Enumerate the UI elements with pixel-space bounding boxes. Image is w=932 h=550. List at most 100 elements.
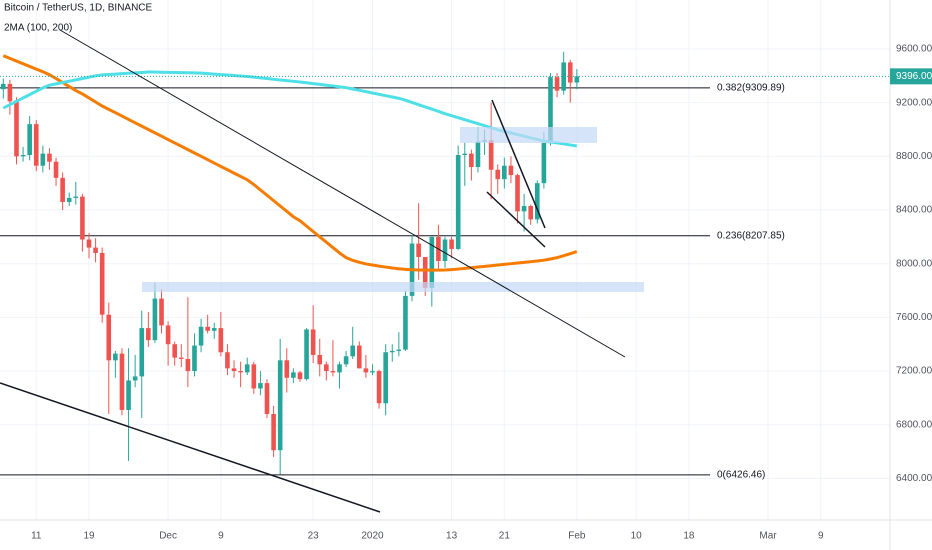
candle-body (119, 353, 125, 410)
y-tick-label: 9600.00 (896, 44, 932, 55)
candle-body (317, 354, 323, 365)
y-tick-label: 7600.00 (896, 312, 932, 323)
candle-body (284, 360, 290, 378)
candle-body (561, 62, 566, 91)
candle-body (211, 328, 217, 331)
candle-body (47, 153, 52, 162)
candle-body (376, 371, 382, 404)
candle-body (455, 154, 461, 249)
candle-body (310, 329, 316, 355)
candle-body (20, 154, 26, 157)
y-tick-label: 9200.00 (896, 97, 932, 108)
zone (142, 282, 644, 292)
indicator-label: 2MA (100, 200) (4, 23, 72, 34)
candle-body (73, 196, 79, 198)
wedge-line (486, 191, 546, 248)
candle-body (541, 142, 547, 184)
candle-body (66, 197, 72, 202)
candle-body (534, 183, 540, 220)
candle-body (363, 368, 369, 373)
y-tick-label: 8400.00 (896, 205, 932, 216)
trendline (0, 382, 381, 513)
y-tick-label: 8000.00 (896, 258, 932, 269)
candle-body (14, 101, 19, 157)
trendline (59, 29, 626, 358)
candle-body (324, 364, 329, 372)
candle-body (330, 371, 336, 373)
x-tick-label: Feb (568, 531, 586, 542)
candle-body (343, 356, 349, 365)
last-price-label: 9396.00 (896, 71, 932, 82)
y-tick-label: 6400.00 (896, 473, 932, 484)
fib-level-label: 0.382(9309.89) (717, 83, 785, 94)
candle-body (93, 247, 98, 253)
candle-body (159, 298, 164, 326)
grid (0, 0, 890, 520)
x-tick-label: 9 (218, 531, 224, 542)
zone (460, 127, 597, 143)
candle-body (469, 153, 474, 168)
candle-body (60, 177, 65, 202)
candle-body (106, 314, 112, 361)
axes: 6400.00 6800.00 7200.00 7600.00 8000.00 8400.… (31, 44, 932, 542)
plot: 0.382(9309.89) 0.236(8207.85) 0(6426.46) (0, 51, 890, 480)
candle-body (291, 372, 296, 378)
candle-body (0, 83, 6, 90)
moving-average (2, 54, 578, 272)
x-tick-label: Dec (159, 531, 177, 542)
candle-body (495, 169, 501, 180)
candle-body (429, 236, 435, 288)
candle-body (132, 376, 138, 381)
candle-body (475, 141, 481, 168)
price-axis (890, 0, 932, 550)
candle-body (146, 328, 151, 341)
candle-body (139, 328, 145, 377)
candle-body (86, 239, 92, 248)
candle-body (567, 62, 573, 83)
candle-body (113, 353, 118, 361)
candle-body (238, 371, 243, 373)
candle-body (304, 329, 309, 380)
candle-body (192, 345, 197, 372)
candle-body (356, 345, 362, 369)
candle-body (231, 368, 237, 372)
candle-body (403, 295, 408, 350)
y-tick-label: 6800.00 (896, 419, 932, 430)
candle-body (198, 326, 204, 346)
candle-body (27, 124, 32, 155)
candle-body (218, 328, 224, 353)
wedge-line (491, 99, 546, 229)
fib-level-label: 0.236(8207.85) (717, 230, 785, 241)
candle-body (554, 77, 560, 91)
x-tick-label: 2020 (361, 531, 384, 542)
candle-body (389, 350, 395, 353)
candle-body (40, 153, 46, 166)
candle-body (449, 239, 454, 249)
chart-title: Bitcoin / TetherUS, 1D, BINANCE (4, 3, 153, 14)
candle-body (178, 357, 184, 359)
candle-body (442, 239, 448, 262)
candle-body (337, 364, 342, 373)
candle-body (7, 83, 13, 102)
moving-average (2, 70, 578, 148)
candle-body (271, 413, 276, 451)
candle-body (508, 165, 514, 176)
x-tick-label: 21 (499, 531, 511, 542)
candle-body (297, 372, 303, 380)
candle-body (244, 364, 250, 373)
candle-body (165, 325, 171, 345)
candle-body (225, 352, 230, 369)
candle-body (185, 358, 191, 372)
candle-body (205, 326, 210, 331)
x-tick-label: 9 (818, 531, 824, 542)
drawings (0, 29, 644, 513)
candle-body (396, 349, 402, 351)
candle-body (416, 243, 421, 257)
x-tick-label: 13 (446, 531, 458, 542)
candle-body (422, 256, 428, 288)
x-tick-label: 11 (31, 531, 42, 542)
candle-body (126, 380, 131, 410)
y-tick-label: 8800.00 (896, 151, 932, 162)
candle-body (383, 352, 388, 404)
